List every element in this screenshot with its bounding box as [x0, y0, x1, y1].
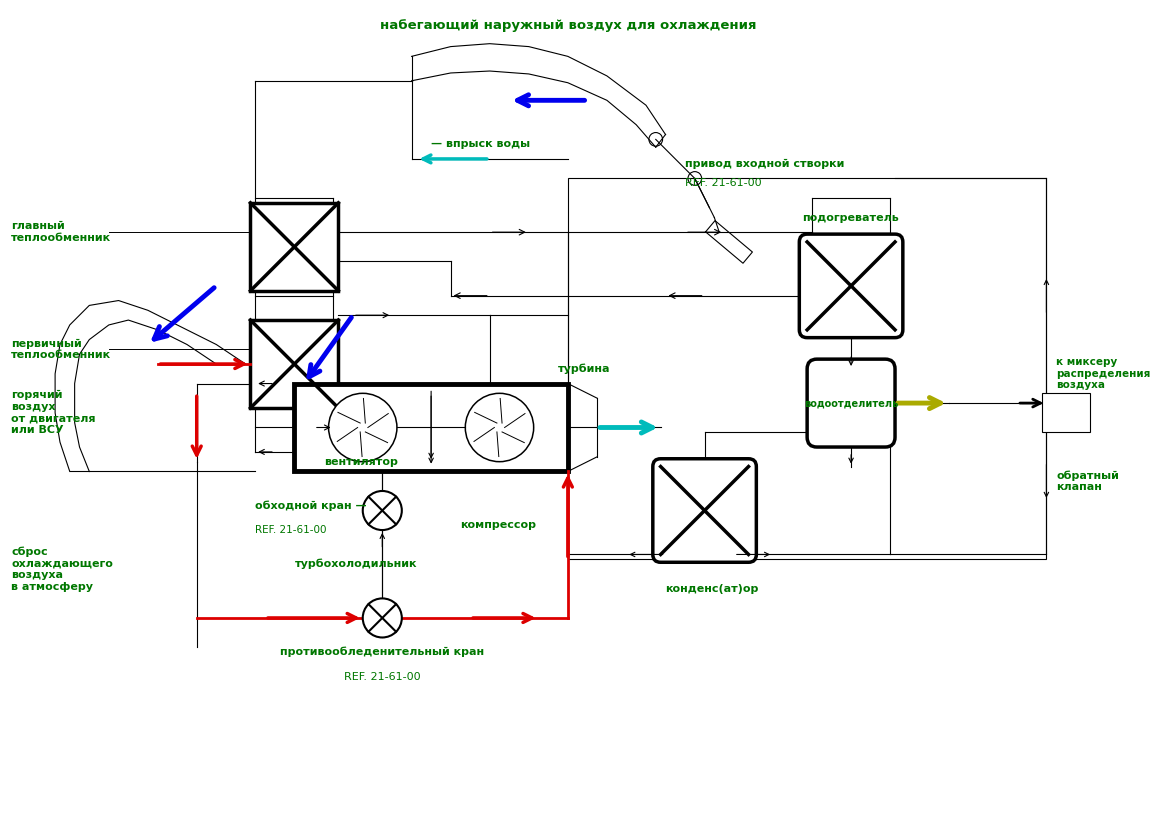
- Text: привод входной створки: привод входной створки: [685, 159, 845, 169]
- Bar: [1041, 393, 1090, 433]
- Text: водоотделитель: водоотделитель: [804, 398, 899, 408]
- Text: конденс(ат)ор: конденс(ат)ор: [665, 584, 759, 593]
- Text: турбина: турбина: [558, 363, 610, 374]
- Bar: [251, 203, 338, 291]
- Text: к миксеру
распределения
воздуха: к миксеру распределения воздуха: [1056, 357, 1151, 390]
- Circle shape: [329, 393, 397, 462]
- Text: сброс
охлаждающего
воздуха
в атмосферу: сброс охлаждающего воздуха в атмосферу: [12, 546, 113, 592]
- Text: обходной кран —: обходной кран —: [256, 500, 366, 511]
- Circle shape: [363, 491, 401, 530]
- Text: турбохолодильник: турбохолодильник: [294, 559, 417, 569]
- FancyBboxPatch shape: [799, 234, 903, 337]
- Bar: [568, 178, 1047, 559]
- Text: REF. 21-61-00: REF. 21-61-00: [685, 178, 762, 189]
- Text: REF. 21-61-00: REF. 21-61-00: [344, 672, 420, 681]
- Text: — впрыск воды: — впрыск воды: [431, 139, 530, 150]
- Text: компрессор: компрессор: [461, 520, 537, 530]
- Bar: [251, 320, 338, 408]
- Bar: [294, 384, 568, 472]
- Text: набегающий наружный воздух для охлаждения: набегающий наружный воздух для охлаждени…: [379, 19, 756, 32]
- Text: первичный
теплообменник: первичный теплообменник: [12, 338, 111, 360]
- Circle shape: [466, 393, 533, 462]
- Text: противообледенительный кран: противообледенительный кран: [280, 647, 484, 658]
- FancyBboxPatch shape: [652, 459, 756, 563]
- Circle shape: [363, 598, 401, 637]
- Text: обратный
клапан: обратный клапан: [1056, 470, 1119, 492]
- Text: подогреватель: подогреватель: [802, 212, 899, 223]
- Text: горячий
воздух
от двигателя
или ВСУ: горячий воздух от двигателя или ВСУ: [12, 390, 96, 435]
- Text: главный
теплообменник: главный теплообменник: [12, 221, 111, 243]
- Text: вентилятор: вентилятор: [323, 457, 398, 467]
- Text: REF. 21-61-00: REF. 21-61-00: [256, 525, 327, 535]
- FancyBboxPatch shape: [808, 359, 895, 447]
